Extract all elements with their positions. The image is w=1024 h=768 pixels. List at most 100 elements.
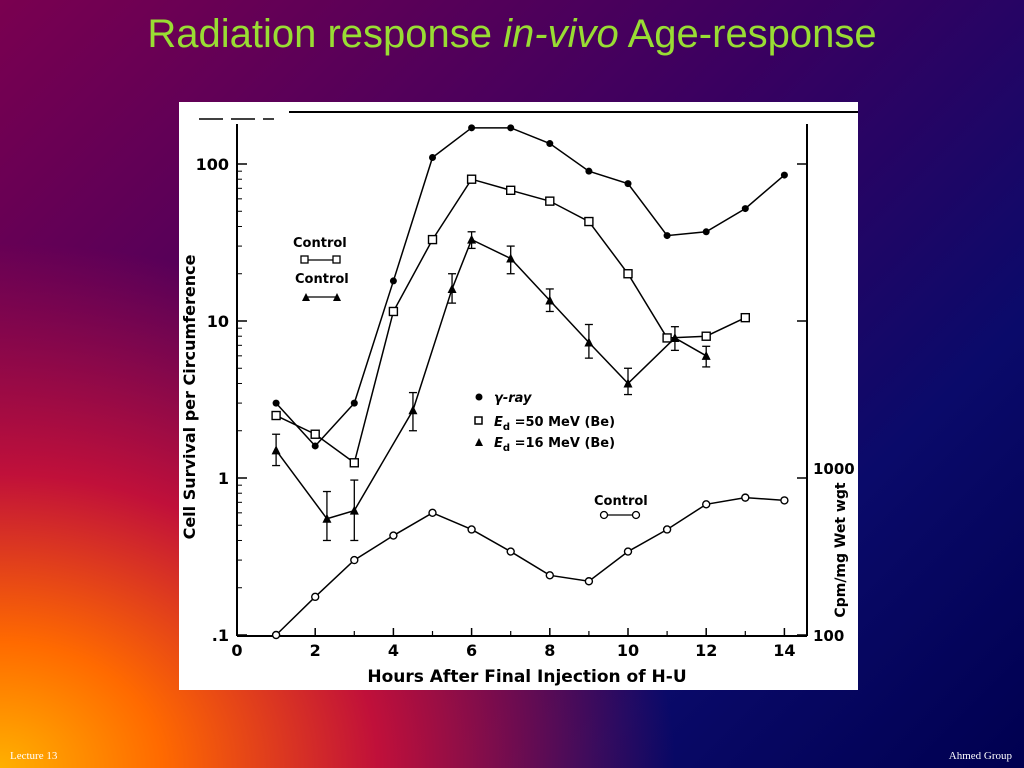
point-50mev	[623, 269, 633, 279]
control-label-circles: Control	[594, 494, 648, 509]
point-control	[741, 493, 750, 502]
x-tick-label: 12	[695, 641, 717, 660]
point-16mev	[701, 350, 711, 360]
point-gamma	[585, 167, 593, 175]
point-gamma	[311, 442, 319, 450]
point-control	[389, 531, 398, 540]
x-tick-label: 0	[231, 641, 242, 660]
point-gamma	[507, 124, 515, 132]
x-axis-label: Hours After Final Injection of H-U	[367, 667, 686, 687]
point-50mev	[740, 312, 750, 323]
control-marker-triangle-b	[333, 293, 341, 301]
x-tick-label: 8	[544, 641, 555, 660]
point-control	[506, 547, 515, 556]
x-tick-label: 10	[617, 641, 639, 660]
point-control	[702, 500, 711, 509]
y-axis-label: Cell Survival per Circumference	[180, 254, 199, 539]
point-16mev	[447, 283, 457, 293]
y-right-tick-label: 1000	[813, 460, 855, 478]
point-gamma	[741, 205, 749, 213]
series-line-control	[275, 496, 785, 636]
series	[271, 124, 789, 640]
legend-marker-gamma	[475, 393, 483, 401]
point-50mev	[349, 458, 360, 468]
point-control	[310, 592, 320, 602]
legend-label-50mev: Ed =50 MeV (Be)	[494, 415, 615, 433]
point-50mev	[701, 331, 711, 341]
point-gamma	[429, 154, 436, 162]
point-control	[350, 555, 359, 565]
point-control	[428, 508, 437, 518]
y-axis-label-right: Cpm/mg Wet wgt	[833, 482, 849, 617]
point-50mev	[662, 333, 672, 343]
control-marker-circle-b	[631, 510, 641, 520]
figure-panel: 0 2 4 6 8 10 12 14 100 10 1 .1 1000 100 γ-ray Ed =50 …	[179, 102, 858, 690]
point-16mev	[349, 505, 359, 515]
control-annotations: Control Control Control	[293, 236, 648, 520]
title-italic: in-vivo	[503, 12, 619, 56]
point-50mev	[545, 196, 555, 206]
point-control	[780, 496, 789, 505]
y-tick-label: .1	[212, 626, 229, 645]
survival-chart: 0 2 4 6 8 10 12 14 100 10 1 .1 1000 100 γ-ray Ed =50 …	[180, 111, 858, 687]
legend-label-16mev: Ed =16 MeV (Be)	[494, 436, 615, 454]
legend-marker-16mev	[475, 438, 483, 446]
point-16mev	[467, 234, 477, 244]
point-50mev	[506, 185, 516, 195]
point-control	[467, 525, 476, 534]
control-marker-square-b	[332, 255, 341, 264]
point-gamma	[624, 180, 632, 188]
point-16mev	[271, 445, 281, 455]
point-gamma	[350, 399, 358, 407]
point-gamma	[389, 277, 397, 285]
point-50mev	[310, 429, 320, 439]
point-gamma	[546, 140, 554, 148]
y-right-tick-label: 100	[813, 627, 844, 645]
point-50mev	[466, 174, 477, 184]
x-tick-label: 14	[773, 641, 795, 660]
point-control	[662, 525, 672, 534]
point-control	[545, 571, 554, 580]
y-tick-label: 10	[207, 312, 229, 331]
control-label-squares: Control	[293, 236, 347, 251]
point-16mev	[408, 405, 418, 415]
footer-lecture: Lecture 13	[10, 750, 58, 762]
point-50mev	[584, 216, 594, 227]
point-50mev	[427, 234, 438, 245]
point-16mev	[506, 253, 516, 263]
control-marker-square-a	[300, 255, 309, 264]
point-50mev	[388, 306, 399, 317]
footer-group: Ahmed Group	[948, 750, 1012, 762]
axes: 0 2 4 6 8 10 12 14 100 10 1 .1 1000 100	[196, 111, 858, 660]
title-part2: Age-response	[627, 12, 877, 56]
point-16mev	[584, 337, 594, 347]
point-16mev	[545, 295, 555, 305]
series-line-gamma	[275, 127, 785, 448]
legend-label-gamma: γ-ray	[494, 391, 532, 406]
x-tick-label: 2	[310, 641, 321, 660]
point-control	[584, 577, 594, 586]
legend: γ-ray Ed =50 MeV (Be) Ed =16 MeV (Be)	[474, 391, 615, 454]
point-50mev	[271, 410, 281, 421]
control-label-triangles: Control	[295, 272, 349, 287]
point-16mev	[670, 332, 680, 342]
control-marker-triangle-a	[302, 293, 310, 301]
point-16mev	[623, 378, 633, 388]
point-gamma	[272, 399, 280, 407]
slide-title: Radiation response in-vivo Age-response	[0, 12, 1024, 57]
point-control	[623, 547, 633, 556]
point-gamma	[780, 171, 788, 179]
y-tick-label: 1	[218, 469, 229, 488]
control-marker-circle-a	[599, 510, 609, 520]
point-gamma	[468, 124, 476, 132]
series-line-16mev	[275, 238, 707, 520]
point-control	[271, 630, 281, 640]
x-tick-label: 4	[388, 641, 399, 660]
point-gamma	[663, 232, 671, 240]
title-part1: Radiation response	[147, 12, 492, 56]
y-tick-label: 100	[196, 155, 229, 174]
x-tick-label: 6	[466, 641, 477, 660]
legend-marker-50mev	[474, 416, 483, 425]
point-16mev	[322, 513, 332, 523]
point-gamma	[702, 228, 710, 236]
